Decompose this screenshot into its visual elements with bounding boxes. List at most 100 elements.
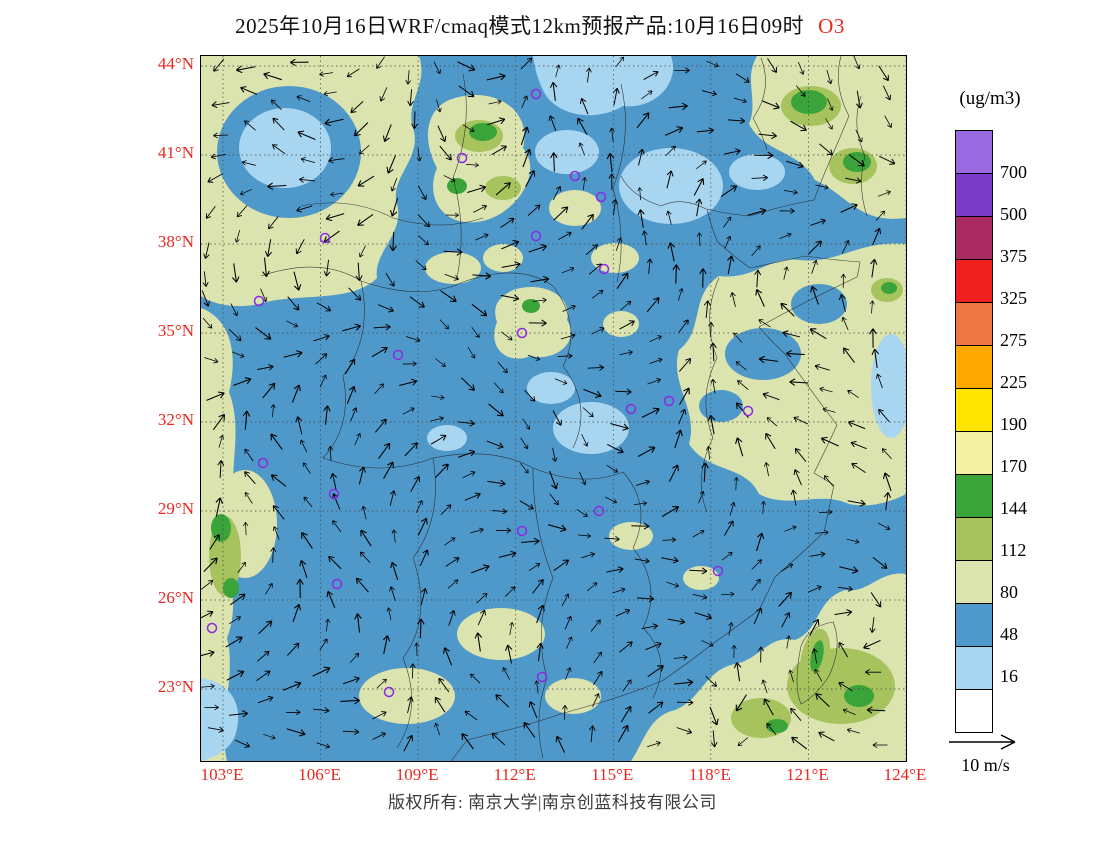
wind-arrow xyxy=(382,635,391,654)
wind-arrow xyxy=(608,173,615,191)
city-marker xyxy=(253,295,265,307)
wind-arrow xyxy=(405,70,412,85)
wind-arrow xyxy=(323,259,331,277)
wind-arrow xyxy=(662,537,677,543)
wind-arrow xyxy=(501,261,521,269)
wind-arrow xyxy=(641,230,648,246)
wind-arrow xyxy=(407,89,414,107)
wind-arrow xyxy=(763,698,774,716)
wind-arrow xyxy=(878,408,890,422)
wind-arrow xyxy=(649,357,663,364)
wind-arrow xyxy=(870,592,882,608)
city-marker xyxy=(742,405,754,417)
wind-arrow xyxy=(695,160,707,170)
wind-arrow xyxy=(839,566,859,574)
lon-tick-label: 103°E xyxy=(200,765,244,784)
wind-arrow xyxy=(555,64,561,78)
legend-boundary-label: 500 xyxy=(1000,204,1027,224)
wind-arrow xyxy=(360,529,372,547)
wind-arrow xyxy=(705,675,717,687)
wind-arrow xyxy=(270,474,287,487)
wind-arrow xyxy=(840,203,858,213)
wind-arrow xyxy=(581,213,594,230)
wind-arrow xyxy=(615,388,632,395)
wind-arrow xyxy=(439,319,450,330)
city-marker xyxy=(516,327,528,339)
city-marker xyxy=(536,671,548,683)
page-title: 2025年10月16日WRF/cmaq模式12km预报产品:10月16日09时 O… xyxy=(0,10,1080,40)
wind-arrow xyxy=(847,389,859,398)
wind-arrow xyxy=(355,262,363,282)
wind-arrow xyxy=(875,373,883,389)
wind-arrow xyxy=(866,706,886,714)
wind-arrow xyxy=(780,563,794,572)
wind-arrow xyxy=(303,496,313,508)
wind-arrow xyxy=(695,198,703,217)
legend-boundary-label: 275 xyxy=(1000,330,1027,350)
wind-arrow xyxy=(240,86,258,95)
wind-arrow xyxy=(753,607,763,625)
legend-color-box xyxy=(956,216,992,259)
wind-arrow xyxy=(286,320,299,328)
wind-arrow xyxy=(268,216,279,230)
wind-arrow xyxy=(319,374,327,388)
wind-arrow xyxy=(706,445,712,460)
wind-arrow xyxy=(727,255,735,275)
wind-arrow xyxy=(487,117,506,126)
map-frame xyxy=(200,55,907,762)
wind-arrow xyxy=(647,377,662,385)
wind-arrow xyxy=(521,95,528,109)
wind-arrow xyxy=(551,447,558,462)
legend-color-box xyxy=(956,345,992,388)
wind-arrow xyxy=(615,608,631,617)
wind-arrow xyxy=(847,420,866,430)
wind-arrow xyxy=(233,377,252,386)
wind-arrow xyxy=(328,555,342,570)
city-marker xyxy=(530,230,542,242)
wind-arrow xyxy=(814,668,823,682)
wind-arrow xyxy=(286,728,306,737)
wind-arrow xyxy=(553,206,569,221)
wind-arrow xyxy=(547,524,567,532)
legend-boundary-label: 16 xyxy=(1000,666,1018,686)
wind-arrow xyxy=(758,355,779,364)
wind-arrow xyxy=(212,413,226,431)
wind-arrow xyxy=(376,56,385,69)
wind-arrow xyxy=(761,679,768,694)
wind-arrow xyxy=(810,551,826,558)
wind-arrow xyxy=(417,517,428,536)
wind-arrow xyxy=(677,288,684,301)
wind-arrow xyxy=(591,289,604,299)
wind-arrow xyxy=(637,187,643,201)
wind-arrow xyxy=(523,721,536,738)
wind-arrow xyxy=(316,742,331,749)
legend-boundary-label: 112 xyxy=(1000,540,1027,560)
city-marker xyxy=(456,152,468,164)
lon-tick-label: 112°E xyxy=(493,765,536,784)
wind-arrow xyxy=(666,210,672,225)
wind-arrow xyxy=(555,735,566,753)
wind-arrow xyxy=(520,126,530,146)
wind-arrow xyxy=(285,709,301,716)
wind-arrow xyxy=(520,57,533,70)
wind-arrow xyxy=(878,65,889,82)
wind-arrow xyxy=(502,667,511,680)
wind-arrow xyxy=(319,638,328,651)
wind-arrow xyxy=(583,388,602,398)
wind-arrow xyxy=(554,378,568,385)
wind-arrow xyxy=(296,95,311,103)
wind-arrow xyxy=(346,385,356,404)
wind-arrow xyxy=(838,682,853,692)
wind-arrow xyxy=(202,271,209,287)
wind-arrow xyxy=(262,257,270,278)
wind-arrow xyxy=(228,616,241,625)
wind-arrow xyxy=(313,334,330,342)
wind-arrow xyxy=(379,87,388,102)
city-marker xyxy=(569,170,581,182)
wind-arrow xyxy=(820,436,839,447)
wind-arrow xyxy=(315,353,328,365)
wind-arrow xyxy=(566,636,573,649)
wind-arrow xyxy=(382,124,392,142)
wind-arrow xyxy=(606,464,619,473)
wind-arrow xyxy=(348,287,362,301)
